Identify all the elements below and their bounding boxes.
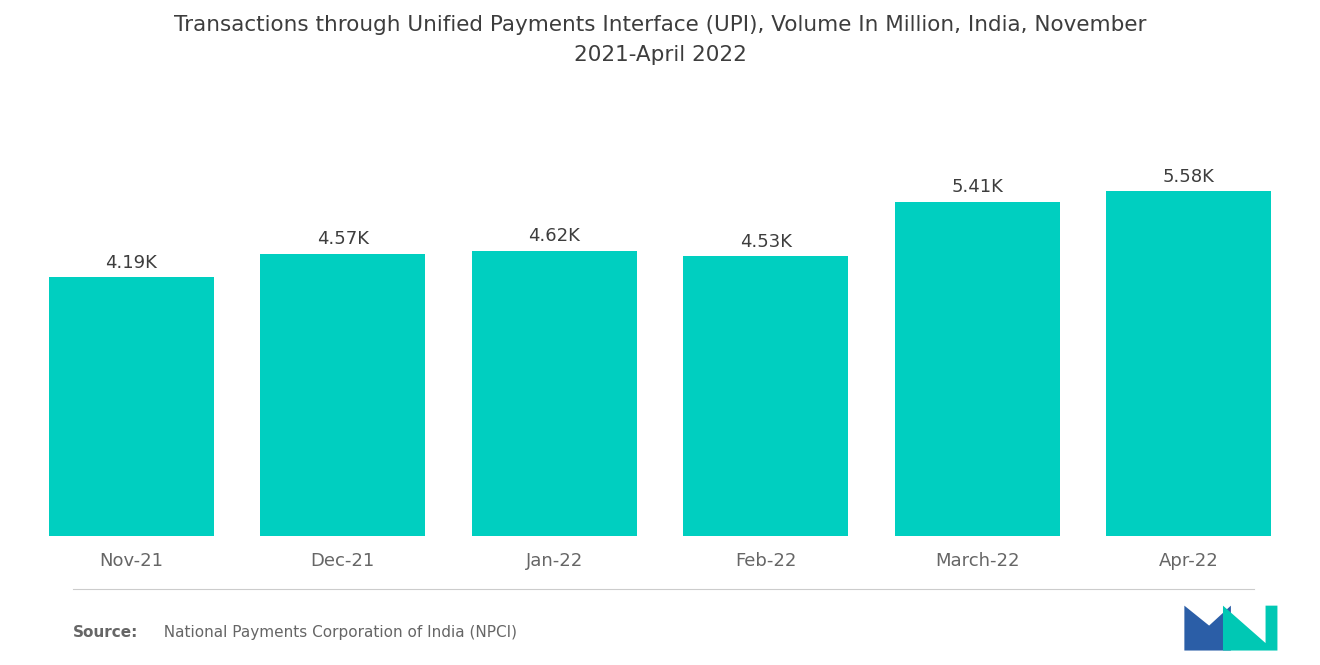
Text: 4.62K: 4.62K xyxy=(528,227,581,245)
Bar xyxy=(895,201,1060,536)
Polygon shape xyxy=(1184,606,1232,650)
Polygon shape xyxy=(1222,606,1278,650)
Bar xyxy=(684,256,849,536)
Text: 4.57K: 4.57K xyxy=(317,230,368,248)
Bar xyxy=(260,254,425,536)
Bar xyxy=(49,277,214,536)
Text: 5.58K: 5.58K xyxy=(1163,168,1214,186)
Bar xyxy=(1106,192,1271,536)
Text: 5.41K: 5.41K xyxy=(952,178,1003,196)
Text: 4.19K: 4.19K xyxy=(106,253,157,272)
Bar xyxy=(471,251,636,536)
Title: Transactions through Unified Payments Interface (UPI), Volume In Million, India,: Transactions through Unified Payments In… xyxy=(174,15,1146,65)
Text: Source:: Source: xyxy=(73,624,139,640)
Text: National Payments Corporation of India (NPCI): National Payments Corporation of India (… xyxy=(154,624,517,640)
Text: 4.53K: 4.53K xyxy=(739,233,792,251)
